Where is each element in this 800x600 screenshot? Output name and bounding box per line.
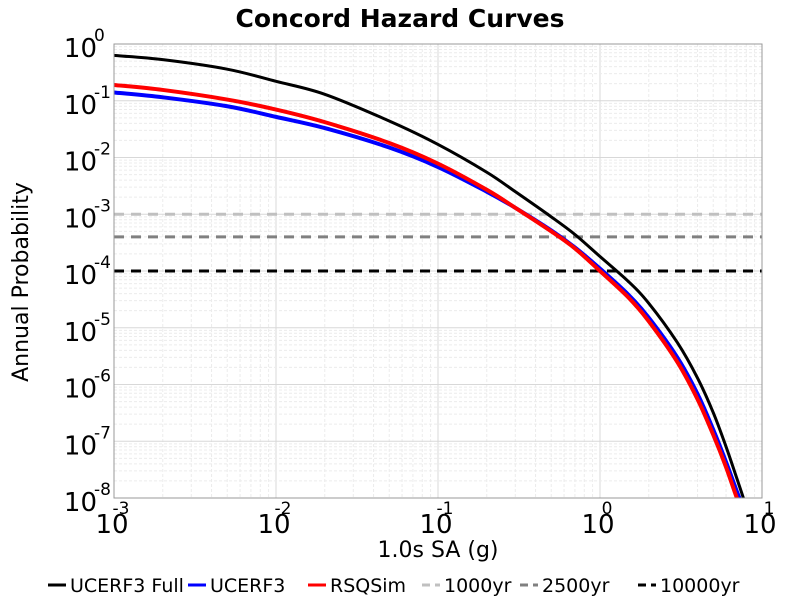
y-tick-exponent: -5	[94, 310, 111, 330]
x-axis-label: 1.0s SA (g)	[378, 538, 499, 563]
legend-label: RSQSim	[330, 575, 406, 597]
y-tick-base: 10	[64, 431, 97, 461]
series-line-rsqsim	[114, 82, 740, 498]
y-tick-exponent: -8	[94, 480, 111, 500]
y-tick-exponent: -2	[94, 140, 111, 160]
y-tick-base: 10	[64, 148, 97, 178]
legend-label: 1000yr	[444, 575, 512, 597]
series-line-ucerf3-full	[114, 53, 745, 498]
legend-label: UCERF3 Full	[70, 575, 184, 597]
y-tick-exponent: -3	[94, 196, 111, 216]
y-tick-label: 10-1	[64, 83, 111, 121]
y-tick-base: 10	[64, 91, 97, 121]
y-tick-label: 100	[64, 26, 105, 64]
y-tick-label: 10-3	[64, 196, 111, 234]
chart-title: Concord Hazard Curves	[236, 4, 565, 33]
legend-entry: RSQSim	[308, 575, 406, 597]
y-tick-exponent: -4	[94, 253, 111, 273]
legend-entry: UCERF3	[188, 575, 285, 597]
plot-frame	[113, 43, 763, 499]
x-tick-label: 10-2	[257, 499, 291, 540]
series-layer	[114, 53, 762, 498]
y-tick-label: 10-5	[64, 310, 111, 348]
y-tick-base: 10	[64, 318, 97, 348]
x-tick-base: 10	[581, 510, 614, 540]
y-tick-exponent: 0	[94, 26, 105, 46]
y-tick-base: 10	[64, 261, 97, 291]
y-tick-label: 10-2	[64, 140, 111, 178]
legend-label: 2500yr	[542, 575, 610, 597]
x-tick-exponent: -1	[437, 499, 454, 519]
y-tick-label: 10-8	[64, 480, 111, 518]
legend: UCERF3 Full UCERF3 RSQSim 1000yr 2500yr 10000…	[48, 575, 740, 597]
y-tick-exponent: -6	[94, 367, 111, 387]
y-tick-label: 10-4	[64, 253, 111, 291]
y-tick-exponent: -7	[94, 423, 111, 443]
x-tick-base: 10	[95, 510, 128, 540]
x-tick-base: 10	[257, 510, 290, 540]
legend-entry: 1000yr	[422, 575, 512, 597]
y-tick-base: 10	[64, 34, 97, 64]
x-tick-label: 101	[743, 499, 776, 540]
x-tick-exponent: 0	[602, 499, 613, 519]
x-tick-exponent: -3	[113, 499, 130, 519]
x-tick-label: 10-3	[95, 499, 129, 540]
y-tick-base: 10	[64, 204, 97, 234]
x-tick-exponent: 1	[764, 499, 775, 519]
y-tick-base: 10	[64, 375, 97, 405]
legend-entry: UCERF3 Full	[48, 575, 184, 597]
x-tick-base: 10	[743, 510, 776, 540]
legend-entry: 2500yr	[520, 575, 610, 597]
y-axis-label: Annual Probability	[9, 182, 34, 382]
legend-entry: 10000yr	[638, 575, 740, 597]
y-tick-label: 10-6	[64, 367, 111, 405]
legend-label: UCERF3	[210, 575, 285, 597]
x-tick-exponent: -2	[275, 499, 292, 519]
y-tick-label: 10-7	[64, 423, 111, 461]
legend-label: 10000yr	[660, 575, 740, 597]
y-tick-exponent: -1	[94, 83, 111, 103]
y-tick-base: 10	[64, 488, 97, 518]
x-tick-label: 100	[581, 499, 614, 540]
x-tick-label: 10-1	[419, 499, 453, 540]
x-tick-base: 10	[419, 510, 452, 540]
